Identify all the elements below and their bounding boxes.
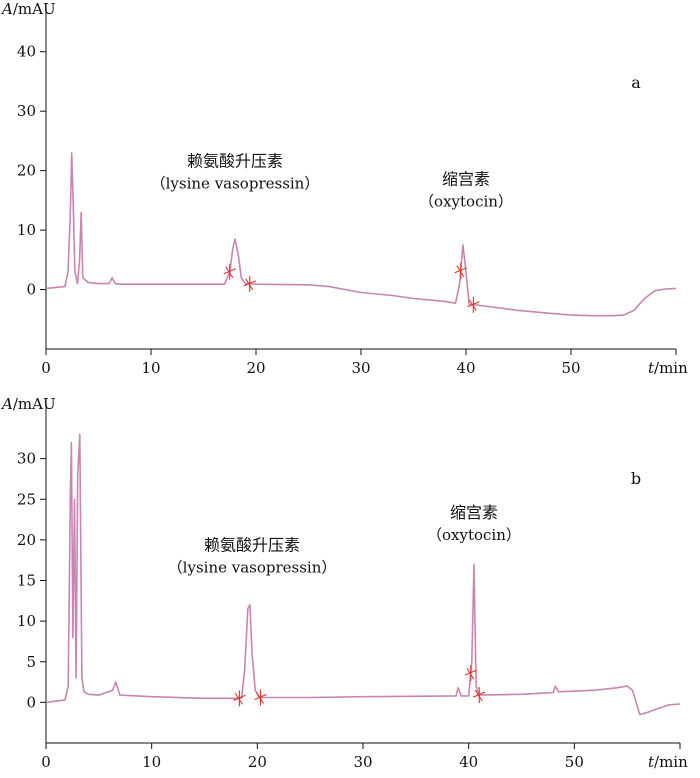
integration-marker <box>243 275 256 292</box>
x-tick-label: 30 <box>353 753 372 771</box>
panel-a: 0 10 20 30 40 0 10 20 30 40 50 A/mAU t/min a 赖氨酸升压素 （ly… <box>0 0 688 377</box>
x-axis-title: t/min <box>648 753 688 771</box>
x-axis-title: t/min <box>648 359 688 377</box>
chromatogram-trace <box>45 152 677 317</box>
chromatogram-trace <box>45 433 681 716</box>
y-axis-title: A/mAU <box>0 0 56 18</box>
y-tick-label: 0 <box>26 281 36 299</box>
peak-annotation-name: 缩宫素 <box>450 503 498 522</box>
x-tick-label: 10 <box>142 753 161 771</box>
x-tick-label: 40 <box>459 753 478 771</box>
y-tick-label: 40 <box>17 43 36 61</box>
y-axis-title: A/mAU <box>0 395 56 413</box>
panel-b: 0 5 10 15 20 25 30 0 10 20 30 40 50 A/mAU t/min b 赖氨酸升压素… <box>0 395 688 771</box>
x-tick-label: 20 <box>246 359 265 377</box>
x-tick-label: 40 <box>456 359 475 377</box>
x-tick-label: 10 <box>141 359 160 377</box>
panel-label: a <box>631 73 641 92</box>
peak-annotation-name: 赖氨酸升压素 <box>187 151 283 170</box>
panel-label: b <box>631 469 641 488</box>
peak-annotation-name: 赖氨酸升压素 <box>204 535 300 554</box>
x-tick-label: 50 <box>561 359 580 377</box>
x-tick-label: 30 <box>351 359 370 377</box>
x-tick-label: 0 <box>41 753 51 771</box>
peak-annotation-english: （oxytocin） <box>427 526 521 544</box>
y-tick-label: 10 <box>17 221 36 239</box>
integration-marker <box>467 296 480 313</box>
y-tick-label: 30 <box>17 102 36 120</box>
y-tick-label: 20 <box>17 162 36 180</box>
integration-marker <box>254 689 267 706</box>
integration-marker <box>223 263 236 280</box>
integration-marker <box>454 262 467 279</box>
integration-marker <box>464 665 477 682</box>
peak-annotation-english: （lysine vasopressin） <box>151 174 320 192</box>
y-tick-label: 25 <box>17 490 36 508</box>
x-tick-label: 50 <box>565 753 584 771</box>
x-tick-label: 20 <box>248 753 267 771</box>
y-tick-label: 10 <box>17 612 36 630</box>
x-tick-label: 0 <box>41 359 51 377</box>
peak-annotation-name: 缩宫素 <box>442 169 490 188</box>
y-tick-label: 0 <box>26 693 36 711</box>
y-tick-label: 5 <box>26 653 36 671</box>
y-tick-label: 20 <box>17 531 36 549</box>
peak-annotation-english: （oxytocin） <box>419 192 513 210</box>
integration-marker <box>473 687 486 704</box>
y-tick-label: 15 <box>17 572 36 590</box>
integration-marker <box>233 690 246 707</box>
peak-annotation-english: （lysine vasopressin） <box>168 558 337 576</box>
y-tick-label: 30 <box>17 450 36 468</box>
